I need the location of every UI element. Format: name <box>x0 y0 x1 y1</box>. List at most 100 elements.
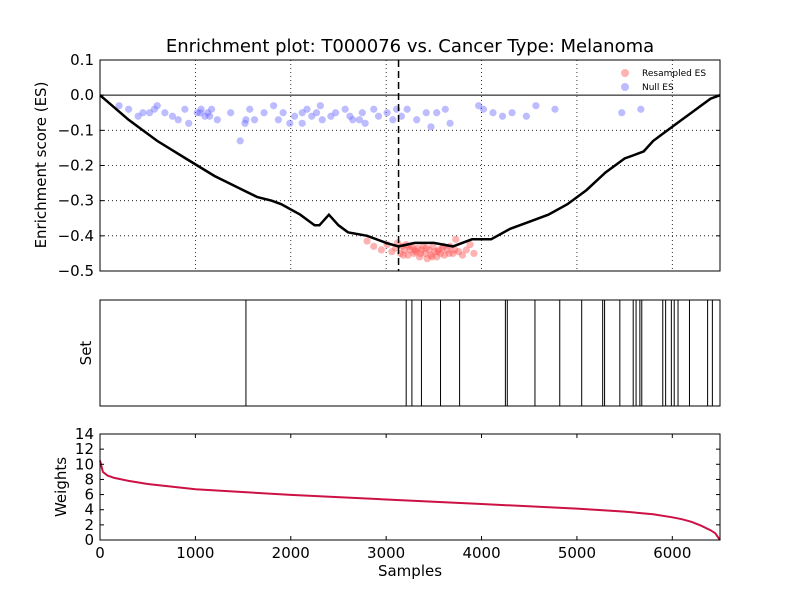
y-tick-label: 12 <box>75 440 94 458</box>
y-tick-label: −0.5 <box>58 262 94 280</box>
y-tick-label: 0.1 <box>70 51 94 69</box>
y-tick-label: 0 <box>84 531 94 549</box>
resampled-es-point <box>433 253 441 261</box>
null-es-point <box>250 116 259 124</box>
resampled-es-point <box>419 242 427 250</box>
x-tick-label: 4000 <box>462 544 500 562</box>
resampled-es-point <box>406 246 414 254</box>
null-es-point <box>206 112 214 120</box>
resampled-es-point <box>414 244 422 252</box>
es-curve-line <box>99 94 721 248</box>
null-es-point <box>427 123 435 131</box>
null-es-point <box>318 116 326 124</box>
null-es-point <box>274 116 282 124</box>
weights-y-label: Weights <box>52 457 70 517</box>
resampled-es-point <box>458 251 467 259</box>
null-es-point <box>204 109 212 117</box>
y-tick-label: 4 <box>84 501 94 519</box>
resampled-es-point <box>410 249 418 258</box>
null-es-point <box>115 102 123 110</box>
resampled-es-point <box>412 248 420 256</box>
enrichment-y-label: Enrichment score (ES) <box>32 82 50 249</box>
legend-null-label: Null ES <box>642 83 674 93</box>
null-es-point <box>312 109 321 117</box>
null-es-point <box>637 105 645 113</box>
null-es-point <box>422 109 430 117</box>
resampled-es-point <box>438 244 447 252</box>
null-es-point <box>316 102 324 110</box>
null-es-point <box>213 116 221 124</box>
chart-title: Enrichment plot: T000076 vs. Cancer Type… <box>166 36 654 57</box>
resampled-es-point <box>429 242 437 250</box>
set-y-label: Set <box>77 341 95 366</box>
null-es-point <box>489 109 497 117</box>
null-es-point <box>146 109 154 117</box>
null-es-point <box>308 112 316 120</box>
resampled-es-point <box>436 249 445 258</box>
null-es-point <box>551 105 559 113</box>
null-es-point <box>446 119 454 127</box>
weights-axes-frame <box>99 433 721 541</box>
null-es-point <box>197 105 205 113</box>
null-es-point <box>361 119 369 127</box>
null-es-point <box>246 105 254 113</box>
null-es-point <box>532 102 540 110</box>
null-es-point <box>479 105 488 113</box>
null-es-point <box>134 112 142 120</box>
weights-curve-line <box>99 460 721 541</box>
resampled-es-point <box>428 253 436 261</box>
null-es-point <box>346 112 354 120</box>
enrichment-panel: 0.1 0.0 −0.1 −0.2 −0.3 −0.4 −0.5 Enrichment sc… <box>32 51 721 280</box>
resampled-es-point <box>399 251 407 259</box>
null-es-point <box>475 102 483 110</box>
null-es-point <box>358 109 366 117</box>
resampled-es-point <box>363 237 371 245</box>
null-es-point <box>286 119 294 127</box>
resampled-es-point <box>425 246 433 254</box>
enrichment-y-ticks: 0.1 0.0 −0.1 −0.2 −0.3 −0.4 −0.5 <box>58 51 720 280</box>
null-es-point <box>441 105 449 113</box>
null-es-point <box>150 105 158 113</box>
resampled-es-point <box>431 248 439 256</box>
y-tick-label: 6 <box>84 486 94 504</box>
null-es-point <box>298 109 306 117</box>
resampled-es-point <box>400 246 408 254</box>
null-es-point <box>161 109 169 117</box>
null-es-point <box>498 112 507 120</box>
null-es-point <box>181 105 189 113</box>
null-es-point <box>370 105 378 113</box>
null-es-point <box>397 112 406 120</box>
resampled-es-point <box>422 244 430 252</box>
resampled-es-point <box>421 249 429 258</box>
null-es-point <box>290 112 299 120</box>
resampled-es-point <box>423 255 431 263</box>
x-tick-label: 1000 <box>176 544 214 562</box>
resampled-es-point <box>404 251 412 259</box>
y-tick-label: −0.1 <box>58 121 94 139</box>
resampled-es-points <box>363 235 478 263</box>
enrichment-axes-frame <box>99 59 721 272</box>
resampled-es-point <box>415 253 424 261</box>
null-es-point <box>522 112 530 120</box>
null-es-point <box>236 137 244 145</box>
resampled-es-point <box>416 249 425 258</box>
resampled-es-point <box>440 251 448 259</box>
x-tick-label: 3000 <box>367 544 405 562</box>
null-es-point <box>168 112 177 120</box>
resampled-es-point <box>435 246 443 254</box>
resampled-es-point <box>470 249 478 258</box>
null-es-point <box>139 109 147 117</box>
null-es-point <box>355 116 364 124</box>
set-axes-frame <box>99 299 721 407</box>
resampled-es-point <box>411 246 419 254</box>
resampled-es-point <box>466 241 474 249</box>
null-es-point <box>389 116 397 124</box>
resampled-es-point <box>427 251 435 259</box>
null-es-point <box>349 116 357 124</box>
null-es-point <box>153 102 161 110</box>
resampled-es-point <box>462 246 470 254</box>
null-es-point <box>508 109 516 117</box>
